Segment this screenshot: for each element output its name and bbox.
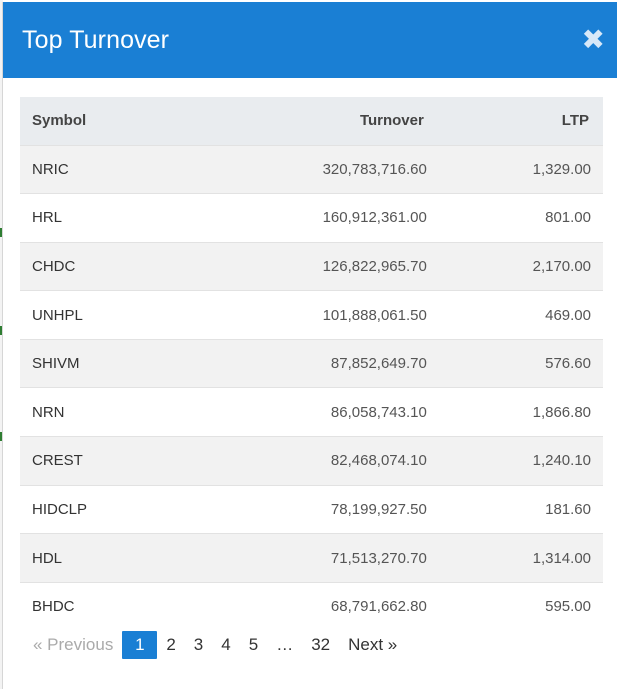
table-row[interactable]: HRL 160,912,361.00 801.00	[20, 193, 603, 243]
table-row[interactable]: BHDC 68,791,662.80 595.00	[20, 582, 603, 631]
table-row[interactable]: NRIC 320,783,716.60 1,329.00	[20, 145, 603, 194]
close-icon[interactable]: ✖	[581, 24, 605, 55]
symbol-cell: HDL	[32, 549, 63, 567]
previous-page-button[interactable]: « Previous	[33, 635, 114, 654]
ltp-cell: 1,329.00	[532, 160, 591, 178]
table-row[interactable]: CREST 82,468,074.10 1,240.10	[20, 436, 603, 486]
symbol-cell: BHDC	[32, 598, 75, 616]
column-header-ltp[interactable]: LTP	[561, 112, 589, 130]
background-text-fragment	[0, 432, 3, 441]
turnover-cell: 126,822,965.70	[322, 257, 427, 275]
turnover-cell: 160,912,361.00	[322, 209, 427, 227]
table-row[interactable]: HIDCLP 78,199,927.50 181.60	[20, 485, 603, 534]
turnover-cell: 87,852,649.70	[330, 355, 427, 373]
table-row[interactable]: SHIVM 87,852,649.70 576.60	[20, 339, 603, 388]
turnover-cell: 86,058,743.10	[330, 403, 427, 421]
table-row[interactable]: NRN 86,058,743.10 1,866.80	[20, 387, 603, 437]
page-button-32[interactable]: 32	[311, 635, 331, 654]
ltp-cell: 576.60	[545, 355, 591, 373]
symbol-cell: HRL	[32, 209, 63, 227]
table-row[interactable]: CHDC 126,822,965.70 2,170.00	[20, 242, 603, 291]
ltp-cell: 595.00	[545, 598, 591, 616]
ltp-cell: 1,866.80	[532, 403, 591, 421]
modal-title: Top Turnover	[22, 25, 170, 54]
column-header-symbol[interactable]: Symbol	[32, 112, 87, 130]
symbol-cell: SHIVM	[32, 355, 80, 373]
ltp-cell: 1,240.10	[532, 452, 591, 470]
symbol-cell: NRIC	[32, 160, 69, 178]
symbol-cell: CHDC	[32, 257, 76, 275]
ltp-cell: 1,314.00	[532, 549, 591, 567]
table-header-row: Symbol Turnover LTP	[20, 97, 603, 145]
background-page-edge	[0, 0, 3, 689]
table-row[interactable]: UNHPL 101,888,061.50 469.00	[20, 290, 603, 340]
background-text-fragment	[0, 228, 3, 237]
turnover-cell: 71,513,270.70	[330, 549, 427, 567]
turnover-table-container: Symbol Turnover LTP NRIC 320,783,716.60 1,…	[20, 97, 603, 631]
background-text-fragment	[0, 326, 3, 335]
turnover-table: Symbol Turnover LTP NRIC 320,783,716.60 1,…	[20, 97, 603, 631]
next-page-button[interactable]: Next »	[348, 635, 398, 654]
ltp-cell: 469.00	[545, 306, 591, 324]
table-row[interactable]: HDL 71,513,270.70 1,314.00	[20, 533, 603, 583]
symbol-cell: UNHPL	[32, 306, 83, 324]
symbol-cell: NRN	[32, 403, 65, 421]
ltp-cell: 2,170.00	[532, 257, 591, 275]
page-button-2[interactable]: 2	[166, 635, 176, 654]
symbol-cell: HIDCLP	[32, 500, 88, 518]
pagination: « Previous 1 2 3 4 5 … 32 Next »	[33, 630, 406, 660]
turnover-cell: 320,783,716.60	[322, 160, 427, 178]
turnover-cell: 68,791,662.80	[330, 598, 427, 616]
page-button-1[interactable]: 1	[122, 631, 158, 659]
turnover-cell: 101,888,061.50	[322, 306, 427, 324]
page-button-4[interactable]: 4	[221, 635, 231, 654]
page-button-5[interactable]: 5	[248, 635, 259, 654]
ltp-cell: 801.00	[545, 209, 591, 227]
turnover-cell: 82,468,074.10	[330, 452, 427, 470]
pagination-ellipsis: …	[276, 635, 294, 654]
turnover-cell: 78,199,927.50	[330, 500, 427, 518]
modal-header: Top Turnover ✖	[3, 2, 617, 78]
column-header-turnover[interactable]: Turnover	[359, 112, 424, 130]
symbol-cell: CREST	[32, 452, 83, 470]
ltp-cell: 181.60	[545, 500, 591, 518]
page-button-3[interactable]: 3	[193, 635, 204, 654]
